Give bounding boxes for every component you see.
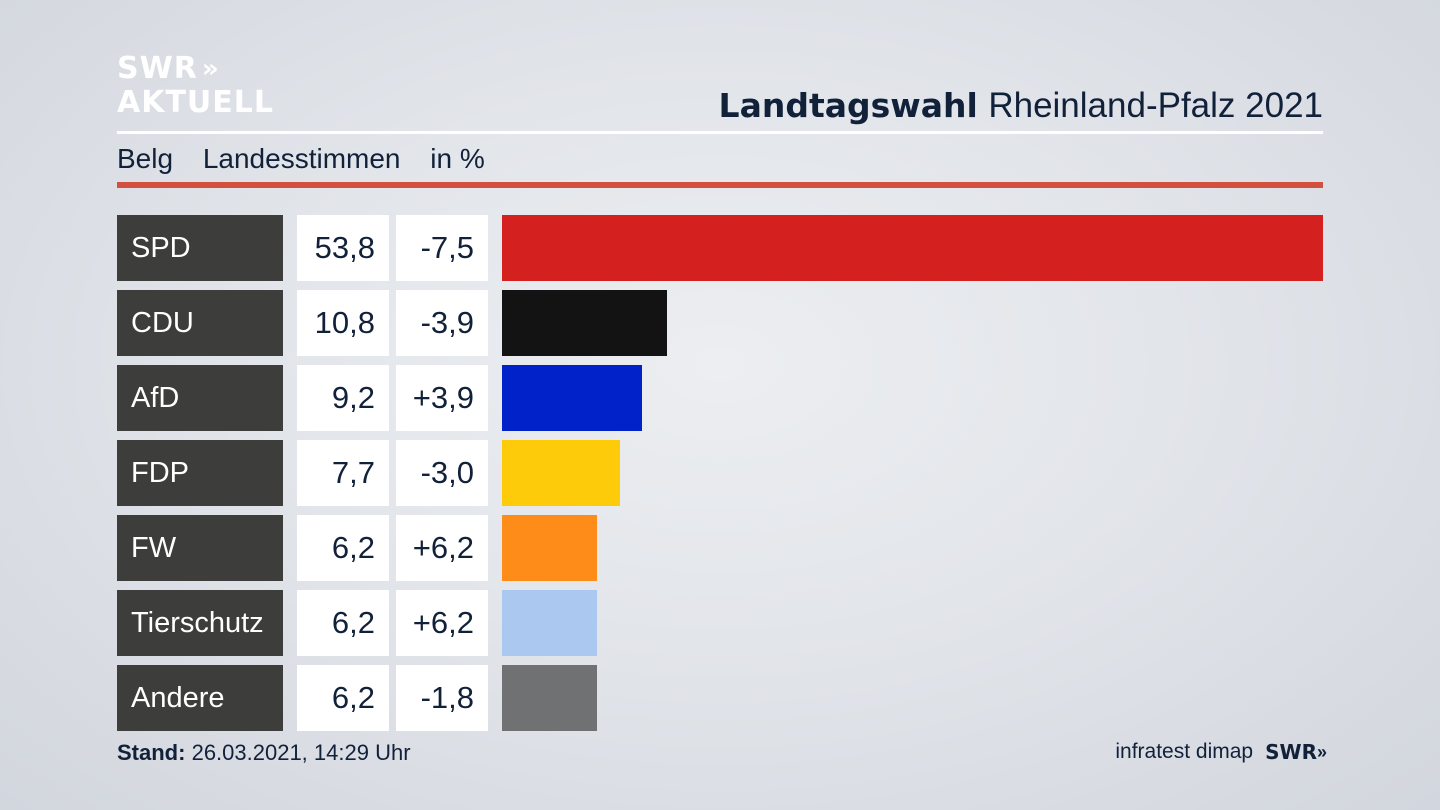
- chart-row: SPD 53,8 -7,5: [117, 215, 1323, 281]
- chart-row: AfD 9,2 +3,9: [117, 365, 1323, 431]
- bar: [502, 290, 667, 356]
- change-label: -3,9: [396, 290, 488, 356]
- party-label: Andere: [117, 665, 283, 731]
- timestamp: Stand: 26.03.2021, 14:29 Uhr: [117, 740, 411, 766]
- bar: [502, 590, 597, 656]
- accent-divider: [117, 182, 1323, 188]
- source-credit: infratest dimap SWR »: [1115, 740, 1327, 764]
- subtitle-place: Belg: [117, 143, 174, 174]
- swr-brand: SWR: [1265, 740, 1317, 764]
- chart-row: Tierschutz 6,2 +6,2: [117, 590, 1323, 656]
- change-label: +3,9: [396, 365, 488, 431]
- bar: [502, 365, 642, 431]
- timestamp-value: 26.03.2021, 14:29 Uhr: [191, 740, 411, 765]
- chart-row: CDU 10,8 -3,9: [117, 290, 1323, 356]
- swr-chevron-icon: »: [1316, 741, 1327, 762]
- chart-row: Andere 6,2 -1,8: [117, 665, 1323, 731]
- chart-row: FDP 7,7 -3,0: [117, 440, 1323, 506]
- logo-swr-text: SWR: [117, 51, 198, 86]
- timestamp-label: Stand:: [117, 740, 186, 765]
- change-label: -3,0: [396, 440, 488, 506]
- bar: [502, 215, 1323, 281]
- subtitle-measure: Landesstimmen: [202, 143, 401, 174]
- vote-share-label: 9,2: [297, 365, 389, 431]
- party-label: CDU: [117, 290, 283, 356]
- party-label: FW: [117, 515, 283, 581]
- subtitle-unit: in %: [430, 143, 485, 174]
- bar: [502, 665, 597, 731]
- vote-share-label: 6,2: [297, 590, 389, 656]
- source-name: infratest dimap: [1115, 740, 1254, 763]
- logo-chevron-icon: »: [201, 54, 219, 84]
- party-label: FDP: [117, 440, 283, 506]
- bar: [502, 440, 620, 506]
- chart-subtitle: Belg Landesstimmen in %: [117, 143, 507, 175]
- change-label: +6,2: [396, 515, 488, 581]
- party-label: AfD: [117, 365, 283, 431]
- party-label: Tierschutz: [117, 590, 283, 656]
- bar: [502, 515, 597, 581]
- swr-aktuell-logo: SWR » AKTUELL: [117, 52, 274, 120]
- vote-share-label: 53,8: [297, 215, 389, 281]
- party-label: SPD: [117, 215, 283, 281]
- chart-title: Landtagswahl Rheinland-Pfalz 2021: [719, 86, 1323, 126]
- change-label: -1,8: [396, 665, 488, 731]
- change-label: +6,2: [396, 590, 488, 656]
- header-divider: [117, 131, 1323, 134]
- logo-aktuell-text: AKTUELL: [117, 85, 275, 120]
- vote-share-label: 10,8: [297, 290, 389, 356]
- chart-title-rest: Rheinland-Pfalz 2021: [988, 86, 1323, 125]
- chart-title-bold: Landtagswahl: [718, 86, 978, 125]
- vote-share-label: 6,2: [297, 665, 389, 731]
- vote-share-label: 7,7: [297, 440, 389, 506]
- chart-row: FW 6,2 +6,2: [117, 515, 1323, 581]
- change-label: -7,5: [396, 215, 488, 281]
- vote-share-label: 6,2: [297, 515, 389, 581]
